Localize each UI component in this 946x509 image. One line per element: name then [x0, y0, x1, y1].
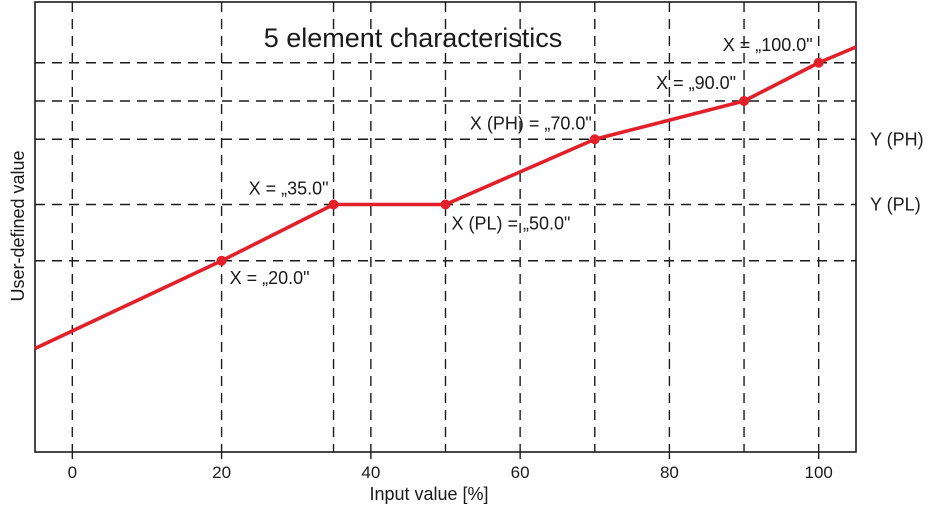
data-label: X (PH) = „70.0": [470, 113, 592, 133]
data-point: [216, 255, 227, 266]
x-tick-label: 40: [361, 463, 380, 482]
x-axis-label: Input value [%]: [369, 484, 488, 504]
x-tick-label: 80: [660, 463, 679, 482]
series-layer: [34, 45, 857, 351]
annotation-layer: X = „20.0" X = „35.0" X (PL) = „50.0" X (PH…: [230, 35, 924, 288]
x-tick-label: 60: [511, 463, 530, 482]
grid-lines: [35, 2, 856, 452]
data-label: X = „100.0": [723, 35, 813, 55]
data-label: X = „20.0": [230, 268, 310, 288]
y-reference-label: Y (PL): [870, 195, 921, 215]
data-point: [739, 96, 750, 106]
data-label: X (PL) = „50.0": [452, 214, 571, 234]
y-reference-label: Y (PH): [870, 129, 924, 149]
x-axis-ticks: 0 20 40 60 80 100: [68, 452, 833, 482]
data-point: [589, 134, 600, 145]
chart-title: 5 element characteristics: [264, 23, 563, 53]
x-tick-label: 0: [68, 463, 77, 482]
series-line: [34, 45, 857, 351]
data-label: X = „35.0": [249, 179, 329, 199]
x-tick-label: 100: [804, 463, 832, 482]
data-point: [813, 57, 824, 68]
data-point: [440, 199, 451, 210]
data-label: X = „90.0": [656, 73, 736, 93]
x-tick-label: 20: [212, 463, 231, 482]
data-point: [328, 199, 339, 210]
y-axis-label: User-defined value: [8, 150, 28, 301]
